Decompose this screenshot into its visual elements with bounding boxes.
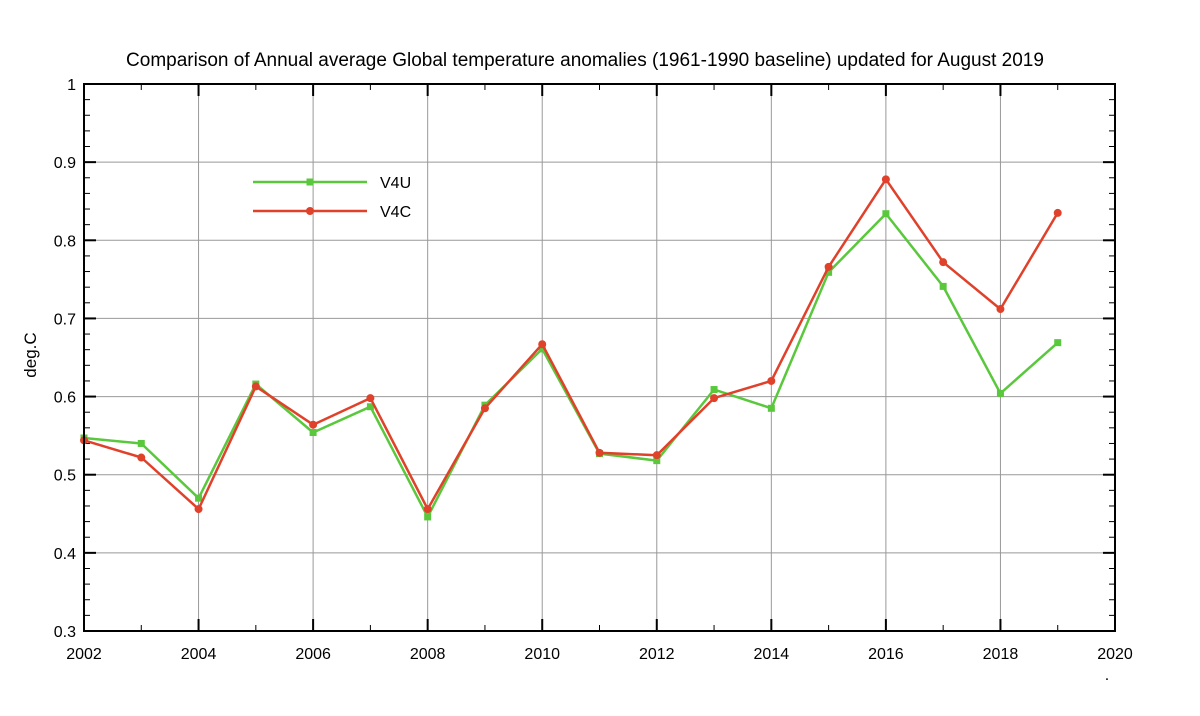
data-point xyxy=(881,175,890,184)
data-point xyxy=(309,429,317,437)
data-point xyxy=(423,505,432,514)
x-tick-label: 2016 xyxy=(868,646,904,663)
minor-ticks xyxy=(83,83,1116,632)
data-point xyxy=(653,457,661,465)
footnote: . xyxy=(1105,667,1109,684)
series-layer xyxy=(80,175,1062,521)
data-point xyxy=(195,494,203,502)
x-tick-label: 2008 xyxy=(410,646,446,663)
data-point xyxy=(939,258,948,267)
x-tick-label: 2018 xyxy=(983,646,1019,663)
x-tick-label: 2014 xyxy=(754,646,790,663)
data-point xyxy=(1053,208,1062,217)
data-point xyxy=(538,340,547,349)
y-axis-label: deg.C xyxy=(21,332,40,377)
data-point xyxy=(480,404,489,413)
data-point xyxy=(251,382,260,391)
y-tick-label: 0.5 xyxy=(54,468,76,485)
legend-marker xyxy=(306,207,314,215)
data-point xyxy=(767,404,775,412)
y-tick-label: 0.8 xyxy=(54,233,76,250)
series-v4u xyxy=(80,210,1062,521)
data-point xyxy=(366,403,374,411)
data-point xyxy=(996,389,1004,397)
x-tick-label: 2012 xyxy=(639,646,675,663)
data-point xyxy=(137,439,145,447)
x-axis-tick-labels: 2002 2004 2006 2008 2010 2012 2014 2016 2018 2020 xyxy=(66,646,1133,663)
x-tick-label: 2006 xyxy=(295,646,331,663)
data-point xyxy=(882,210,890,218)
y-tick-label: 0.3 xyxy=(54,624,76,641)
chart-title: Comparison of Annual average Global temp… xyxy=(126,50,1044,71)
y-tick-label: 0.7 xyxy=(54,311,76,328)
legend: V4U V4C xyxy=(253,175,411,221)
data-point xyxy=(767,376,776,385)
data-point xyxy=(825,268,833,276)
y-tick-label: 1 xyxy=(67,77,76,94)
legend-label: V4C xyxy=(380,204,411,221)
data-point xyxy=(366,394,375,403)
data-point xyxy=(538,345,546,353)
data-point xyxy=(824,262,833,271)
data-point xyxy=(1054,339,1062,347)
y-tick-label: 0.4 xyxy=(54,546,76,563)
y-axis-tick-labels: 0.3 0.4 0.5 0.6 0.7 0.8 0.9 1 xyxy=(54,77,76,641)
legend-item-v4c: V4C xyxy=(253,204,411,221)
data-point xyxy=(710,386,718,394)
legend-marker xyxy=(306,178,314,186)
data-point xyxy=(939,282,947,290)
data-point xyxy=(137,453,146,462)
y-tick-label: 0.6 xyxy=(54,390,76,407)
y-tick-label: 0.9 xyxy=(54,155,76,172)
gridlines xyxy=(84,84,1115,631)
x-tick-label: 2004 xyxy=(181,646,217,663)
x-tick-label: 2020 xyxy=(1097,646,1133,663)
data-point xyxy=(652,451,661,460)
series-v4c xyxy=(80,175,1062,514)
plot-frame xyxy=(83,83,1116,632)
data-point xyxy=(309,420,318,429)
data-point xyxy=(710,394,719,403)
data-point xyxy=(996,305,1005,314)
x-tick-label: 2010 xyxy=(524,646,560,663)
series-line-v4c xyxy=(83,178,1059,511)
legend-item-v4u: V4U xyxy=(253,175,411,192)
x-tick-label: 2002 xyxy=(66,646,102,663)
data-point xyxy=(194,505,203,514)
data-point xyxy=(424,513,432,521)
data-point xyxy=(595,448,604,457)
legend-label: V4U xyxy=(380,175,411,192)
series-line-v4u xyxy=(83,212,1059,519)
